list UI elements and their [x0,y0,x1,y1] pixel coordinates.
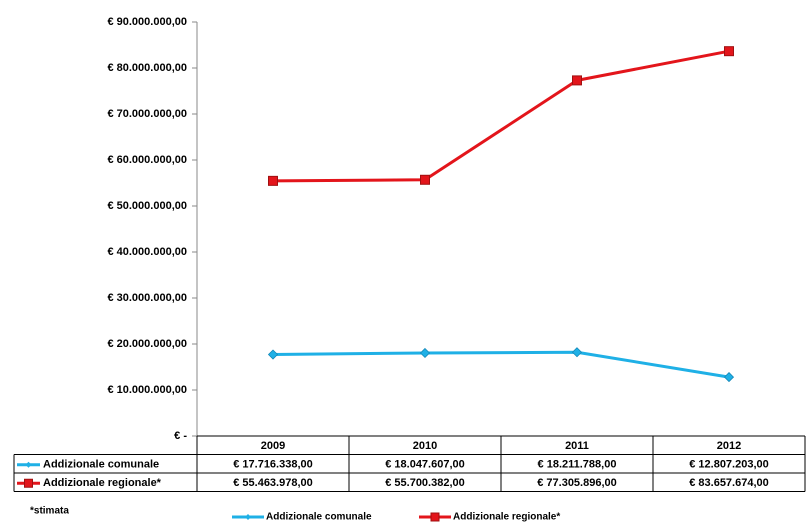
legend-marker [25,461,32,468]
legend-label: Addizionale comunale [266,512,372,523]
y-tick-label: € 90.000.000,00 [107,16,187,28]
legend-marker [24,478,33,488]
legend-label: Addizionale comunale [43,459,159,471]
series-line [272,49,730,183]
legend-marker [430,512,440,522]
x-tick-label: 2010 [413,440,437,452]
table-value: € 55.700.382,00 [385,477,465,489]
marker [419,347,431,359]
y-tick-label: € 40.000.000,00 [107,246,187,258]
marker [268,175,278,186]
series-line [272,350,730,379]
table-value: € 18.047.607,00 [385,459,465,471]
y-tick-label: € 10.000.000,00 [107,384,187,396]
marker [420,174,430,185]
y-tick-label: € 50.000.000,00 [107,200,187,212]
marker [723,372,735,383]
y-tick-label: € 70.000.000,00 [107,108,187,120]
x-tick-label: 2011 [565,440,589,452]
marker [572,75,582,86]
y-tick-label: € 30.000.000,00 [107,292,187,304]
y-tick-label: € 80.000.000,00 [107,62,187,74]
legend-label: Addizionale regionale* [43,477,162,489]
marker [267,349,279,360]
table-value: € 18.211.788,00 [538,459,617,471]
table-value: € 77.305.896,00 [537,477,617,489]
marker [571,347,583,358]
table-value: € 55.463.978,00 [233,477,313,489]
x-tick-label: 2012 [717,440,741,452]
table-value: € 12.807.203,00 [689,459,769,471]
y-tick-label: € 60.000.000,00 [107,154,187,166]
table-value: € 83.657.674,00 [689,477,769,489]
y-tick-label: € - [174,430,187,442]
x-tick-label: 2009 [261,440,285,452]
y-tick-label: € 20.000.000,00 [107,338,187,350]
marker [724,46,734,57]
legend-marker [245,514,251,520]
footnote: *stimata [30,506,69,517]
table-value: € 17.716.338,00 [233,459,313,471]
legend-label: Addizionale regionale* [453,512,560,523]
